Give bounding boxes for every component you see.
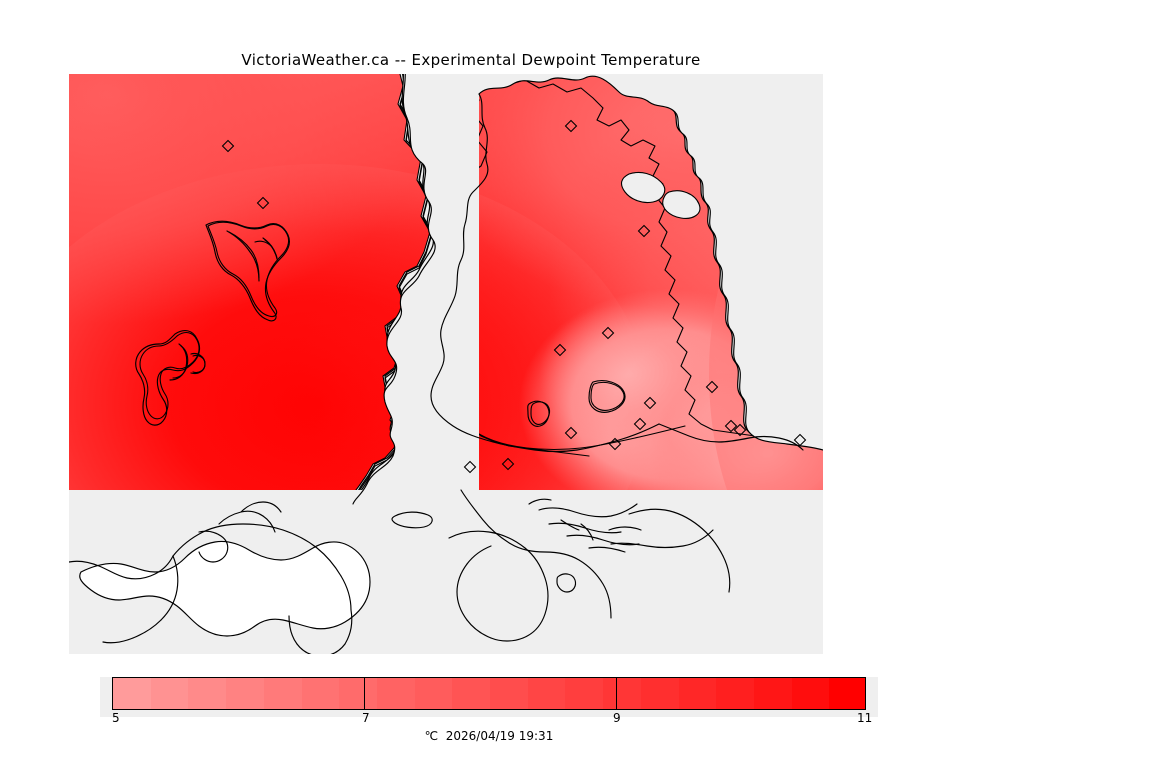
station-marker[interactable] bbox=[564, 426, 578, 440]
station-marker[interactable] bbox=[564, 119, 578, 133]
colorbar-step bbox=[565, 678, 604, 709]
colorbar-region: 5 7 9 11 ℃ 2026/04/19 19:31 bbox=[100, 677, 878, 743]
colorbar-tick-7: 7 bbox=[362, 711, 370, 725]
station-marker[interactable] bbox=[705, 380, 719, 394]
colorbar-divider bbox=[364, 678, 366, 709]
station-marker[interactable] bbox=[221, 139, 235, 153]
colorbar-step bbox=[188, 678, 227, 709]
colorbar-step bbox=[339, 678, 378, 709]
station-marker[interactable] bbox=[553, 343, 567, 357]
southern-coast-detail bbox=[69, 501, 731, 654]
map-geometry bbox=[69, 74, 823, 654]
coastline-paths bbox=[135, 74, 823, 619]
colorbar-step bbox=[527, 678, 566, 709]
station-marker[interactable] bbox=[637, 224, 651, 238]
colorbar-step bbox=[263, 678, 303, 709]
colorbar-units-timestamp: ℃ 2026/04/19 19:31 bbox=[424, 729, 554, 743]
station-marker[interactable] bbox=[724, 419, 738, 433]
station-marker[interactable] bbox=[256, 196, 270, 210]
colorbar-step bbox=[376, 678, 416, 709]
colorbar-tick-5: 5 bbox=[112, 711, 120, 725]
colorbar-step bbox=[150, 678, 189, 709]
station-marker[interactable] bbox=[601, 326, 615, 340]
colorbar[interactable] bbox=[112, 677, 866, 710]
station-marker[interactable] bbox=[633, 417, 647, 431]
colorbar-step bbox=[414, 678, 453, 709]
colorbar-step bbox=[791, 678, 830, 709]
dewpoint-field bbox=[69, 74, 823, 654]
colorbar-step bbox=[301, 678, 340, 709]
station-marker[interactable] bbox=[608, 437, 622, 451]
colorbar-step bbox=[226, 678, 265, 709]
colorbar-step bbox=[640, 678, 680, 709]
colorbar-step bbox=[678, 678, 717, 709]
colorbar-tick-9: 9 bbox=[613, 711, 621, 725]
bay-notches bbox=[620, 171, 701, 219]
station-marker[interactable] bbox=[733, 423, 747, 437]
page-title: VictoriaWeather.ca -- Experimental Dewpo… bbox=[241, 51, 701, 69]
colorbar-step bbox=[716, 678, 755, 709]
colorbar-step bbox=[829, 678, 865, 709]
colorbar-tick-11: 11 bbox=[857, 711, 873, 725]
colorbar-step bbox=[113, 678, 152, 709]
land-mask-fills bbox=[69, 74, 823, 654]
station-marker[interactable] bbox=[463, 460, 477, 474]
colorbar-step bbox=[490, 678, 529, 709]
southern-land bbox=[79, 540, 371, 637]
station-marker-group[interactable] bbox=[221, 119, 807, 474]
colorbar-step bbox=[452, 678, 491, 709]
station-marker[interactable] bbox=[793, 433, 807, 447]
colorbar-step bbox=[753, 678, 793, 709]
station-marker[interactable] bbox=[643, 396, 657, 410]
station-marker[interactable] bbox=[501, 457, 515, 471]
map-panel[interactable] bbox=[69, 74, 823, 654]
colorbar-divider bbox=[615, 678, 617, 709]
colorbar-step bbox=[603, 678, 642, 709]
